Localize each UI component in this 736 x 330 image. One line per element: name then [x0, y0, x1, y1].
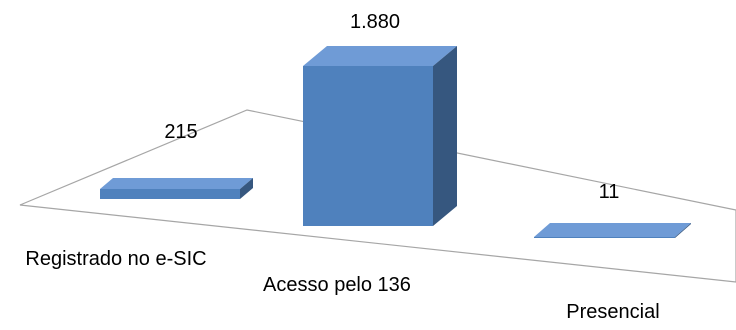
bar	[303, 46, 457, 226]
bar-side-face	[433, 46, 457, 226]
bar-side-face	[240, 178, 253, 199]
bar-side-face	[675, 223, 691, 238]
bar-top-face	[100, 178, 253, 189]
data-label: 215	[164, 121, 197, 143]
chart-floor	[19, 109, 736, 283]
bar-top-face	[303, 46, 457, 66]
data-label: 11	[599, 181, 620, 203]
bar-front-face	[303, 66, 433, 226]
category-label: Registrado no e-SIC	[25, 248, 206, 270]
bars-layer	[100, 46, 691, 238]
bar-front-face	[534, 237, 675, 238]
bar-top-face	[534, 223, 691, 237]
labels-layer: 215 Registrado no e-SIC 1.880 Acesso pelo 1…	[25, 11, 659, 323]
bar	[100, 178, 253, 199]
bar	[534, 223, 691, 238]
category-label: Presencial	[566, 301, 659, 323]
bar-front-face	[100, 189, 240, 199]
category-label: Acesso pelo 136	[263, 274, 411, 296]
data-label: 1.880	[350, 11, 400, 33]
